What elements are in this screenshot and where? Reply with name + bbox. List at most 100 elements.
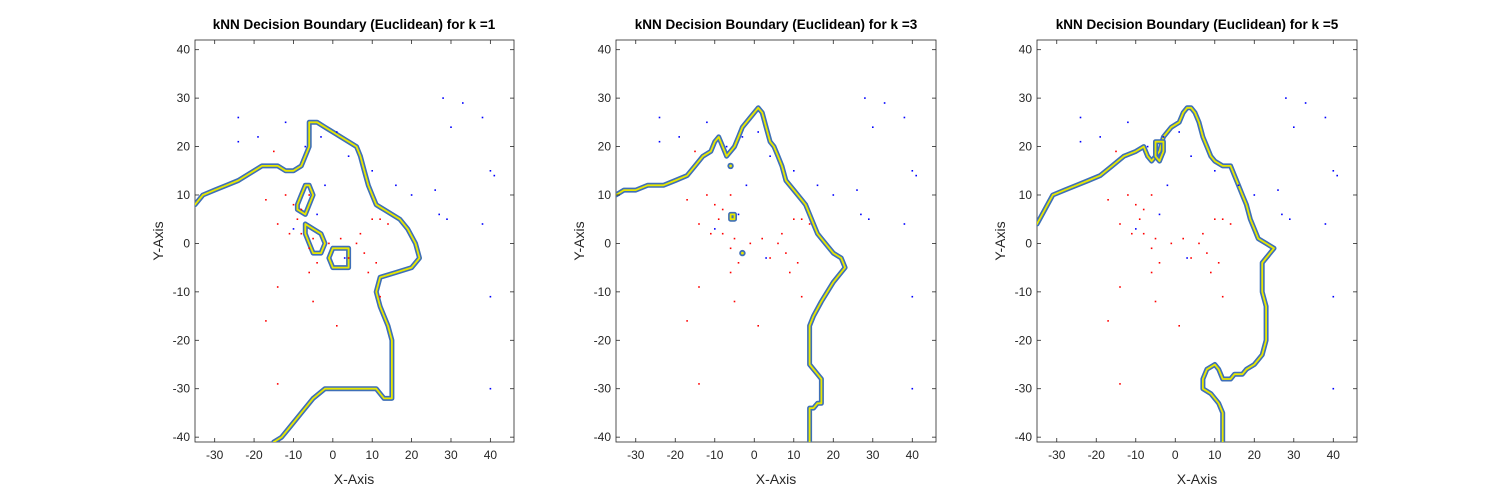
x-tick-label: 20 <box>1248 448 1262 462</box>
x-ticks: -30 -20 -10 0 10 20 30 40 <box>627 40 919 462</box>
x-tick-label: 40 <box>1327 448 1341 462</box>
data-point-s0-13 <box>371 170 373 172</box>
data-point-s1-18 <box>808 223 811 225</box>
y-tick-label: -30 <box>594 382 612 396</box>
data-point-s0-23 <box>911 387 914 390</box>
boundary-inner-3 <box>328 247 350 269</box>
x-tick-label: -10 <box>706 448 724 462</box>
data-point-s1-21 <box>729 271 732 274</box>
data-point-s1-24 <box>336 325 338 327</box>
x-tick-label: -10 <box>1127 448 1145 462</box>
boundary-inner-0 <box>1037 106 1275 442</box>
data-point-s0-24 <box>1135 228 1137 230</box>
data-point-s0-20 <box>769 155 771 157</box>
data-point-s0-9 <box>872 126 874 128</box>
data-point-s0-25 <box>316 213 318 216</box>
data-point-s0-17 <box>438 213 440 216</box>
data-point-s0-10 <box>1324 116 1327 119</box>
data-point-s1-9 <box>308 247 310 250</box>
y-tick-label: -30 <box>1015 382 1033 396</box>
y-tick-label: 40 <box>1019 43 1033 57</box>
data-point-s0-14 <box>395 184 397 187</box>
data-point-s1-19 <box>698 223 700 225</box>
data-point-s1-0 <box>686 199 688 201</box>
boundary-inner-1 <box>729 213 736 221</box>
x-tick-label: -30 <box>627 448 645 462</box>
data-point-s1-14 <box>781 232 783 235</box>
data-point-s0-21 <box>1186 257 1188 259</box>
data-point-s0-18 <box>868 218 870 220</box>
y-ticks: -40 -30 -20 -10 0 10 20 30 40 <box>594 43 936 444</box>
data-point-s1-3 <box>717 218 720 220</box>
y-tick-label: 40 <box>177 43 191 57</box>
data-point-s1-1 <box>1115 150 1117 153</box>
y-tick-label: 20 <box>1019 140 1033 154</box>
data-point-s1-7 <box>300 232 303 235</box>
y-axis-label: Y-Axis <box>150 221 166 260</box>
data-points <box>658 97 917 390</box>
data-point-s1-17 <box>1221 218 1224 220</box>
y-tick-label: 0 <box>1025 236 1032 250</box>
x-tick-label: 20 <box>405 448 419 462</box>
data-point-s1-6 <box>308 194 310 196</box>
data-point-s1-10 <box>316 262 318 264</box>
data-point-s0-23 <box>489 387 492 390</box>
data-point-s1-1 <box>694 150 696 153</box>
data-point-s1-5 <box>1142 208 1145 211</box>
data-point-s1-15 <box>1206 252 1208 254</box>
data-point-s0-0 <box>658 116 661 119</box>
y-axis-label: Y-Axis <box>571 221 587 260</box>
subplot-k1: kNN Decision Boundary (Euclidean) for k … <box>150 17 515 487</box>
data-point-s1-0 <box>265 199 267 201</box>
data-point-s0-22 <box>489 295 492 298</box>
data-point-s0-10 <box>481 116 484 119</box>
data-point-s0-21 <box>343 257 346 259</box>
data-point-s1-7 <box>721 232 724 235</box>
data-point-s0-11 <box>489 170 492 172</box>
data-point-s0-26 <box>324 184 326 187</box>
y-tick-label: 10 <box>598 188 612 202</box>
data-point-s0-7 <box>741 136 744 138</box>
data-point-s1-14 <box>1202 232 1204 235</box>
decision-boundary <box>1037 105 1277 442</box>
data-point-s1-5 <box>721 208 724 211</box>
boundary-blob-core-0 <box>729 164 732 168</box>
x-tick-label: 40 <box>484 448 498 462</box>
axes-box <box>1036 39 1358 443</box>
data-point-s1-8 <box>733 237 736 240</box>
y-tick-label: 30 <box>598 91 612 105</box>
data-point-s1-24 <box>1178 325 1180 327</box>
data-point-s1-20 <box>710 232 712 235</box>
boundary-inner-0 <box>616 106 846 442</box>
data-point-s1-13 <box>1198 242 1200 245</box>
data-point-s1-6 <box>729 194 732 196</box>
data-point-s0-1 <box>284 121 287 124</box>
chart-title: kNN Decision Boundary (Euclidean) for k … <box>1056 17 1339 32</box>
x-tick-label: 30 <box>1287 448 1301 462</box>
data-point-s0-3 <box>1304 102 1307 104</box>
data-point-s0-23 <box>1332 387 1335 390</box>
y-tick-label: -20 <box>1015 333 1033 347</box>
data-point-s1-15 <box>363 252 366 254</box>
subplot-k3: kNN Decision Boundary (Euclidean) for k … <box>571 17 937 487</box>
y-tick-label: 10 <box>1019 188 1033 202</box>
data-point-s1-11 <box>328 242 330 245</box>
data-point-s0-7 <box>320 136 322 138</box>
y-tick-label: 30 <box>1019 91 1033 105</box>
data-point-s1-21 <box>308 271 310 274</box>
y-ticks: -40 -30 -20 -10 0 10 20 30 40 <box>1015 43 1357 444</box>
x-tick-label: 0 <box>1172 448 1179 462</box>
boundary-inner-2 <box>304 223 326 254</box>
boundary-blob-core-1 <box>741 251 744 255</box>
data-point-s1-25 <box>1119 383 1121 385</box>
x-tick-label: -30 <box>1048 448 1066 462</box>
data-point-s0-6 <box>1146 145 1149 148</box>
data-point-s1-12 <box>339 237 342 240</box>
data-point-s1-14 <box>359 232 362 235</box>
data-point-s0-24 <box>292 228 295 230</box>
data-point-s0-11 <box>1332 170 1335 172</box>
data-point-s0-26 <box>1166 184 1169 187</box>
data-point-s0-12 <box>1336 174 1338 177</box>
data-point-s0-6 <box>725 145 728 148</box>
data-point-s0-4 <box>257 136 259 138</box>
